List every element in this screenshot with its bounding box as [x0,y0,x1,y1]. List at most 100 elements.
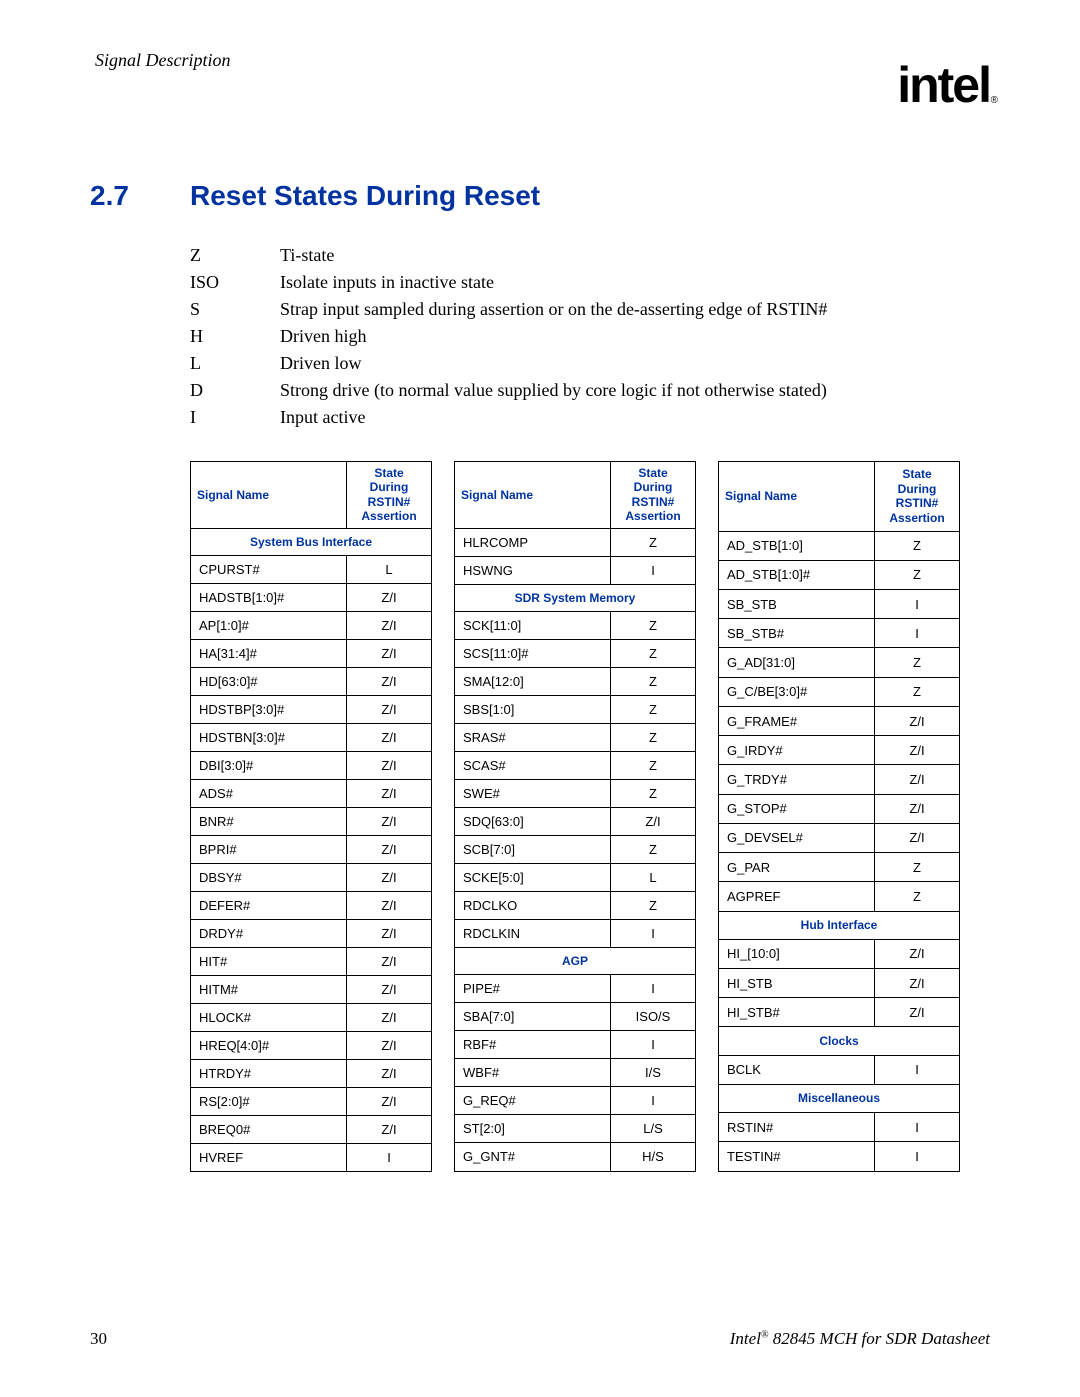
table-row: SMA[12:0]Z [455,667,696,695]
signal-state-cell: Z/I [347,919,432,947]
table-row: HLRCOMPZ [455,528,696,556]
table-row: RSTIN#I [719,1113,960,1142]
table-row: SB_STB#I [719,619,960,648]
signal-state-cell: Z [611,528,696,556]
legend-code: Z [190,242,280,269]
table-row: AGPREFZ [719,882,960,911]
table-section-label: Miscellaneous [719,1084,960,1112]
legend-desc: Isolate inputs in inactive state [280,269,990,296]
col-header-state: StateDuringRSTIN#Assertion [611,462,696,529]
signal-name-cell: RS[2:0]# [191,1087,347,1115]
signal-name-cell: SBA[7:0] [455,1003,611,1031]
signal-name-cell: HIT# [191,947,347,975]
legend-row: ZTi-state [190,242,990,269]
signal-state-cell: Z/I [347,891,432,919]
signal-state-cell: I [611,1087,696,1115]
signal-name-cell: SBS[1:0] [455,695,611,723]
header-title: Signal Description [90,50,231,71]
table-row: HSWNGI [455,556,696,584]
signal-state-cell: Z/I [347,1031,432,1059]
table-row: BCLKI [719,1055,960,1084]
legend-desc: Driven low [280,350,990,377]
signal-state-cell: I [875,1142,960,1171]
footer-brand: Intel [730,1329,761,1348]
legend-code: H [190,323,280,350]
table-row: HD[63:0]#Z/I [191,667,432,695]
intel-logo: intel® [897,60,990,110]
page-number: 30 [90,1329,107,1349]
signal-state-cell: Z [875,648,960,677]
signal-name-cell: RDCLKIN [455,920,611,948]
signal-state-cell: Z/I [347,611,432,639]
col-header-signal-name: Signal Name [455,462,611,529]
table-row: BPRI#Z/I [191,835,432,863]
signal-state-cell: L/S [611,1115,696,1143]
table-section-label: SDR System Memory [455,584,696,611]
col-header-state: StateDuringRSTIN#Assertion [347,462,432,529]
signal-name-cell: DBSY# [191,863,347,891]
legend-desc: Strong drive (to normal value supplied b… [280,377,990,404]
signal-name-cell: SCB[7:0] [455,836,611,864]
table-row: WBF#I/S [455,1059,696,1087]
page-footer: 30 Intel® 82845 MCH for SDR Datasheet [90,1329,990,1349]
signal-name-cell: G_FRAME# [719,706,875,735]
table-row: G_AD[31:0]Z [719,648,960,677]
signal-state-cell: Z/I [347,1059,432,1087]
table-row: CPURST#L [191,555,432,583]
signal-name-cell: SCK[11:0] [455,611,611,639]
table-row: G_DEVSEL#Z/I [719,823,960,852]
table-row: HA[31:4]#Z/I [191,639,432,667]
signal-state-cell: Z/I [347,695,432,723]
table-row: SBA[7:0]ISO/S [455,1003,696,1031]
signal-state-cell: L [611,864,696,892]
signal-state-cell: Z/I [875,939,960,968]
signal-name-cell: WBF# [455,1059,611,1087]
signal-name-cell: HITM# [191,975,347,1003]
signal-name-cell: HDSTBP[3:0]# [191,695,347,723]
table-row: SB_STBI [719,589,960,618]
signal-state-cell: I [611,920,696,948]
signal-name-cell: SDQ[63:0] [455,807,611,835]
signal-state-cell: Z/I [347,1087,432,1115]
signal-state-cell: Z [611,836,696,864]
signal-state-cell: I [875,1113,960,1142]
signal-state-cell: Z [875,560,960,589]
table-row: HDSTBP[3:0]#Z/I [191,695,432,723]
signal-state-cell: L [347,555,432,583]
table-section-row: AGP [455,948,696,975]
signal-name-cell: G_STOP# [719,794,875,823]
legend-row: DStrong drive (to normal value supplied … [190,377,990,404]
signal-state-cell: Z/I [875,968,960,997]
table-row: HI_STB#Z/I [719,998,960,1027]
table-section-row: Clocks [719,1027,960,1055]
signal-state-cell: Z/I [347,975,432,1003]
signal-name-cell: TESTIN# [719,1142,875,1171]
table-row: SRAS#Z [455,723,696,751]
table-row: G_IRDY#Z/I [719,736,960,765]
signal-name-cell: HI_[10:0] [719,939,875,968]
legend-list: ZTi-stateISOIsolate inputs in inactive s… [90,242,990,431]
signal-state-cell: Z [875,882,960,911]
signal-state-cell: Z [875,853,960,882]
signal-name-cell: AD_STB[1:0] [719,531,875,560]
signal-state-cell: Z/I [875,823,960,852]
signal-state-cell: Z/I [875,765,960,794]
signal-name-cell: SCAS# [455,751,611,779]
table-header-row: Signal NameStateDuringRSTIN#Assertion [455,462,696,529]
signal-state-cell: Z/I [347,583,432,611]
signal-state-cell: I [875,1055,960,1084]
signal-state-cell: Z [611,892,696,920]
table-row: HADSTB[1:0]#Z/I [191,583,432,611]
table-row: G_REQ#I [455,1087,696,1115]
legend-row: ISOIsolate inputs in inactive state [190,269,990,296]
signal-state-cell: Z/I [347,1115,432,1143]
table-row: ADS#Z/I [191,779,432,807]
table-header-row: Signal NameStateDuringRSTIN#Assertion [191,462,432,529]
signal-name-cell: HI_STB [719,968,875,997]
signal-name-cell: HA[31:4]# [191,639,347,667]
section-title: Reset States During Reset [190,180,540,211]
signal-name-cell: HLOCK# [191,1003,347,1031]
legend-code: I [190,404,280,431]
signal-name-cell: HDSTBN[3:0]# [191,723,347,751]
signal-name-cell: BNR# [191,807,347,835]
